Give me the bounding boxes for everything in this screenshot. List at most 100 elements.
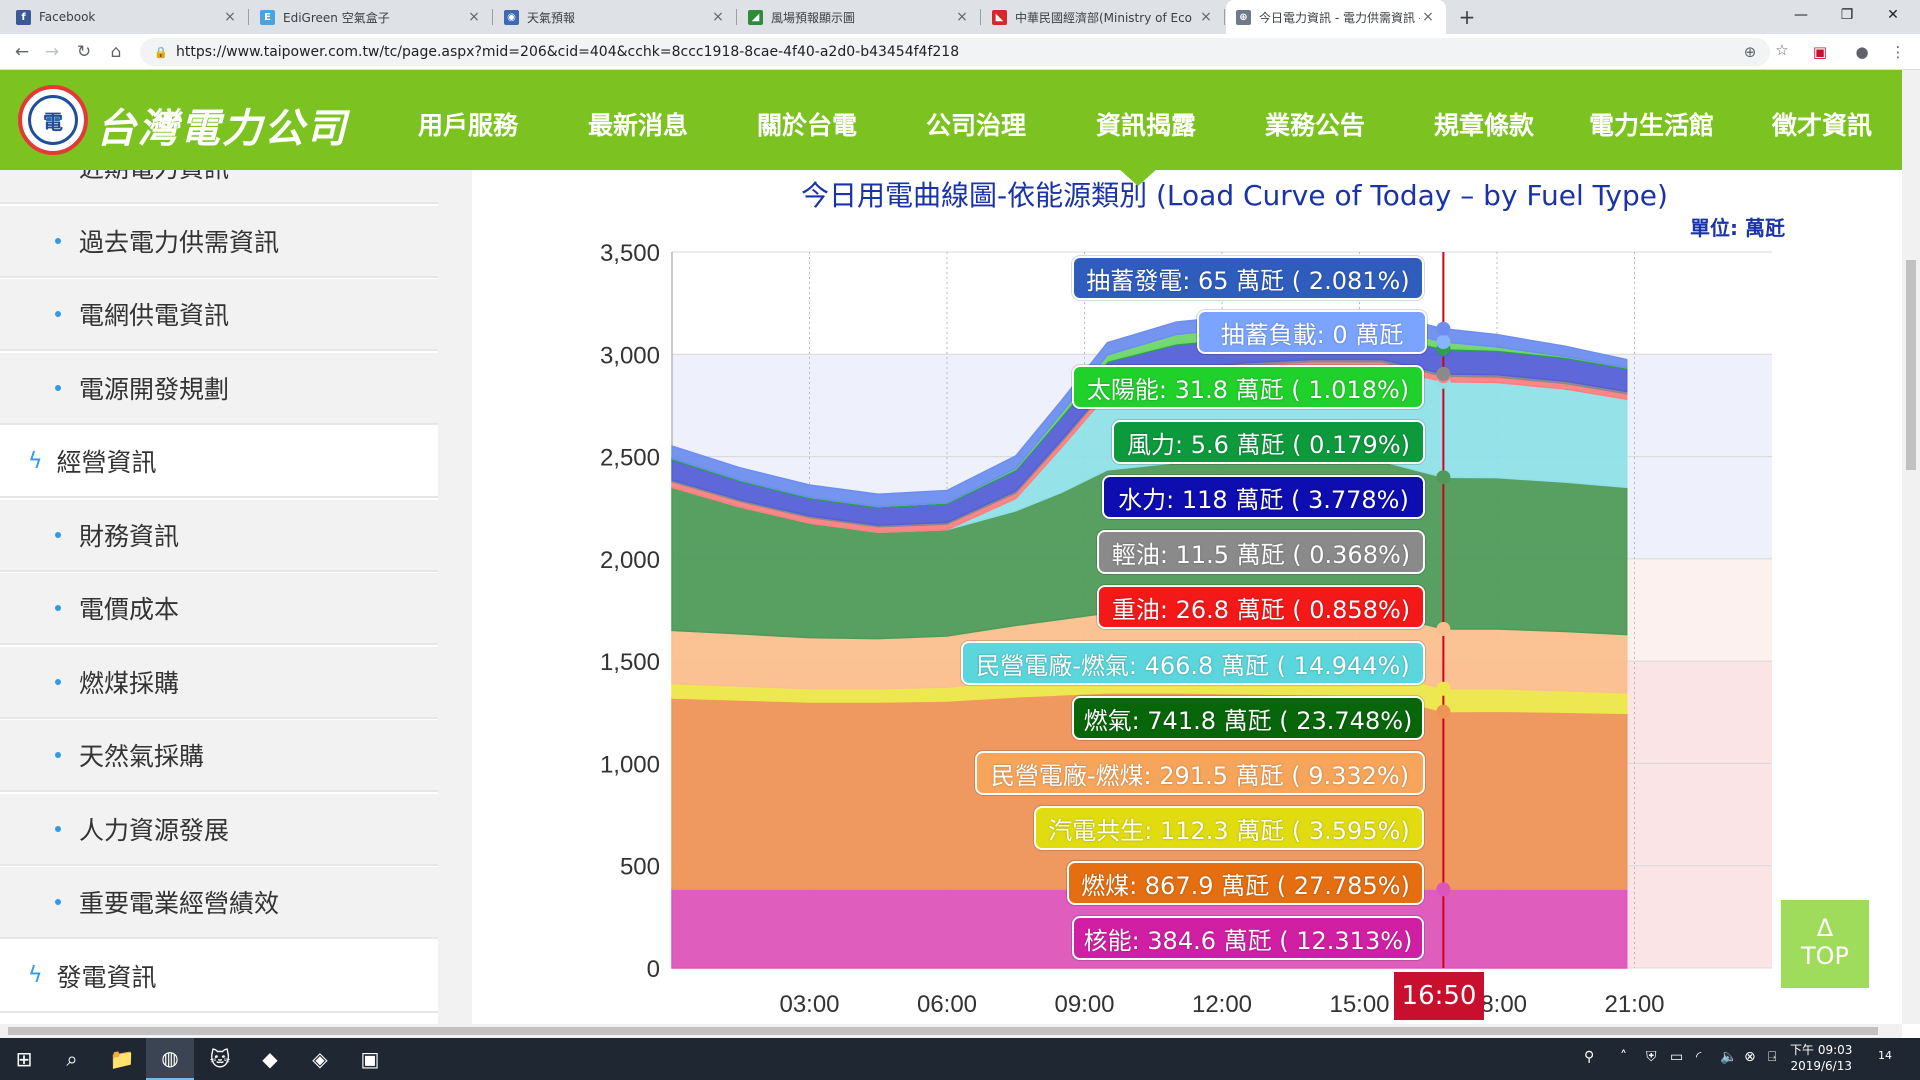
forward-arrow-icon[interactable]: → [44,42,60,62]
ime-icon[interactable]: ⍈ [1768,1049,1777,1065]
reload-icon[interactable]: ↻ [76,42,92,62]
address-bar[interactable]: 🔒 https://www.taipower.com.tw/tc/page.as… [140,38,1770,66]
browser-tab[interactable]: ◉ 天氣預報 × [494,0,736,34]
security-icon[interactable]: ⛨ [1646,1049,1657,1065]
wifi-icon[interactable]: ◜ [1696,1049,1702,1065]
load-curve-chart[interactable]: 0 500 1,000 1,500 2,000 2,500 3,000 3,500 03:00 0… [560,232,1790,1032]
tab-title: 中華民國經濟部(Ministry of Eco [1015,10,1193,25]
tooltip-entry: 太陽能: 31.8 萬瓩 ( 1.018%) [1072,365,1424,409]
cursor-point [1436,704,1451,719]
main-menu-item[interactable]: 關於台電 [757,111,858,140]
y-tick-label: 1,500 [600,649,660,676]
home-icon[interactable]: ⌂ [110,42,122,62]
sidebar-gutter [438,170,472,1024]
notification-icon[interactable]: 14 [1878,1047,1892,1063]
browser-tab[interactable]: ◢ 風場預報顯示圖 × [738,0,980,34]
chrome-icon[interactable]: ◍ [146,1038,194,1080]
sidebar-item[interactable]: 電價成本 [0,573,438,645]
tab-separator [248,9,249,25]
lock-icon: 🔒 [154,45,168,59]
battery-icon[interactable]: ▭ [1670,1049,1684,1065]
bookmark-star-icon[interactable]: ☆ [1775,41,1789,59]
scroll-thumb[interactable] [1906,260,1916,470]
scroll-thumb[interactable] [8,1027,1878,1035]
back-to-top-button[interactable]: Δ TOP [1781,900,1869,988]
cursor-point [1436,321,1451,336]
browser-tab[interactable]: E EdiGreen 空氣盒子 × [250,0,492,34]
sidebar-item[interactable]: 人力資源發展 [0,793,438,866]
close-window-button[interactable]: ✕ [1887,7,1899,23]
main-menu-item[interactable]: 業務公告 [1265,111,1366,140]
tab-close-icon[interactable]: × [956,9,968,25]
y-tick-label: 3,500 [600,240,660,267]
sidebar-item[interactable]: 重要電業經營績效 [0,867,438,939]
search-icon[interactable]: ⌕ [66,1047,78,1071]
tab-close-icon[interactable]: × [1200,9,1212,25]
chart-title: 今日用電曲線圖-依能源類別 (Load Curve of Today – by … [801,179,1668,212]
tooltip-entry: 抽蓄負載: 0 萬瓩 [1197,310,1427,354]
sidebar-item-label: 人力資源發展 [79,815,230,845]
sidebar-item[interactable]: 過去電力供需資訊 [0,205,438,278]
main-menu-item[interactable]: 最新消息 [588,111,689,140]
browser-tab[interactable]: ◣ 中華民國經濟部(Ministry of Eco × [982,0,1224,34]
sidebar-item-label: 財務資訊 [79,521,180,551]
cursor-point [1436,335,1451,350]
sidebar-item[interactable]: ϟ 發電資訊 [0,940,438,1013]
extension-icon[interactable]: ▣ [1812,43,1828,61]
app-ship-icon[interactable]: ◆ [262,1047,278,1071]
sidebar-item[interactable]: 電網供電資訊 [0,279,438,351]
tab-title: 天氣預報 [527,10,576,25]
sidebar-item[interactable]: ϟ 經營資訊 [0,426,438,498]
main-menu-item[interactable]: 用戶服務 [418,111,519,140]
volume-icon[interactable]: 🔈 [1720,1049,1738,1065]
horizontal-scrollbar[interactable] [0,1024,1902,1038]
file-explorer-icon[interactable]: 📁 [109,1047,135,1071]
main-menu-item[interactable]: 電力生活館 [1589,111,1715,140]
tab-close-icon[interactable]: × [1422,9,1434,25]
back-arrow-icon[interactable]: ← [14,42,30,62]
start-icon[interactable]: ⊞ [15,1047,33,1071]
sidebar-item[interactable]: 近期電力資訊 [0,170,438,204]
sidebar-item[interactable]: 財務資訊 [0,499,438,572]
main-menu-item[interactable]: 徵才資訊 [1772,111,1873,140]
app-cat-icon[interactable]: 🐱 [209,1047,231,1071]
browser-tab[interactable]: ⊕ 今日電力資訊 - 電力供需資訊 - 臺× [1226,0,1446,34]
zoom-icon[interactable]: ⊕ [1743,43,1757,61]
system-clock[interactable]: 下午 09:03 2019/6/13 [1790,1042,1852,1074]
tab-close-icon[interactable]: × [468,9,480,25]
main-menu-item[interactable]: 資訊揭露 [1096,111,1197,140]
cursor-point [1436,470,1451,485]
bullet-icon [55,899,61,905]
browser-toolbar: ← → ↻ ⌂ 🔒 https://www.taipower.com.tw/tc… [0,34,1920,70]
sidebar-item[interactable]: 電源開發規劃 [0,352,438,425]
tray-expand-icon[interactable]: ˄ [1620,1049,1627,1065]
clock-time: 下午 09:03 [1790,1043,1853,1057]
language-icon[interactable]: ⊗ [1744,1049,1756,1065]
browser-tab[interactable]: f Facebook × [6,0,248,34]
main-menu-item[interactable]: 公司治理 [926,111,1027,140]
menu-dots-icon[interactable]: ⋮ [1890,43,1906,61]
cursor-time-label: 16:50 [1394,972,1484,1020]
brand-name[interactable]: 台灣電力公司 [96,105,348,152]
x-tick-label: 06:00 [917,991,977,1018]
bullet-icon [55,311,61,317]
sidebar-item[interactable]: 燃煤採購 [0,646,438,719]
taipower-logo[interactable]: 電 [18,85,88,155]
profile-icon[interactable]: ● [1855,43,1869,61]
tab-close-icon[interactable]: × [224,9,236,25]
sidebar-item[interactable]: 天然氣採購 [0,720,438,792]
tab-favicon-icon: ◣ [992,9,1007,25]
minimize-button[interactable]: — [1794,7,1808,23]
new-tab-button[interactable]: + [1458,5,1476,29]
restore-button[interactable]: ❐ [1840,7,1854,23]
tab-close-icon[interactable]: × [712,9,724,25]
people-icon[interactable]: ⚲ [1584,1049,1595,1065]
app-shield-icon[interactable]: ◈ [312,1047,328,1071]
y-tick-label: 2,000 [600,547,660,574]
tab-title: Facebook [39,10,96,24]
app-notes-icon[interactable]: ▣ [360,1047,380,1071]
tab-title: 今日電力資訊 - 電力供需資訊 - 臺 [1259,10,1420,25]
vertical-scrollbar[interactable] [1902,70,1920,1024]
sidebar-item-label: 發電資訊 [56,962,157,992]
main-menu-item[interactable]: 規章條款 [1434,111,1535,140]
